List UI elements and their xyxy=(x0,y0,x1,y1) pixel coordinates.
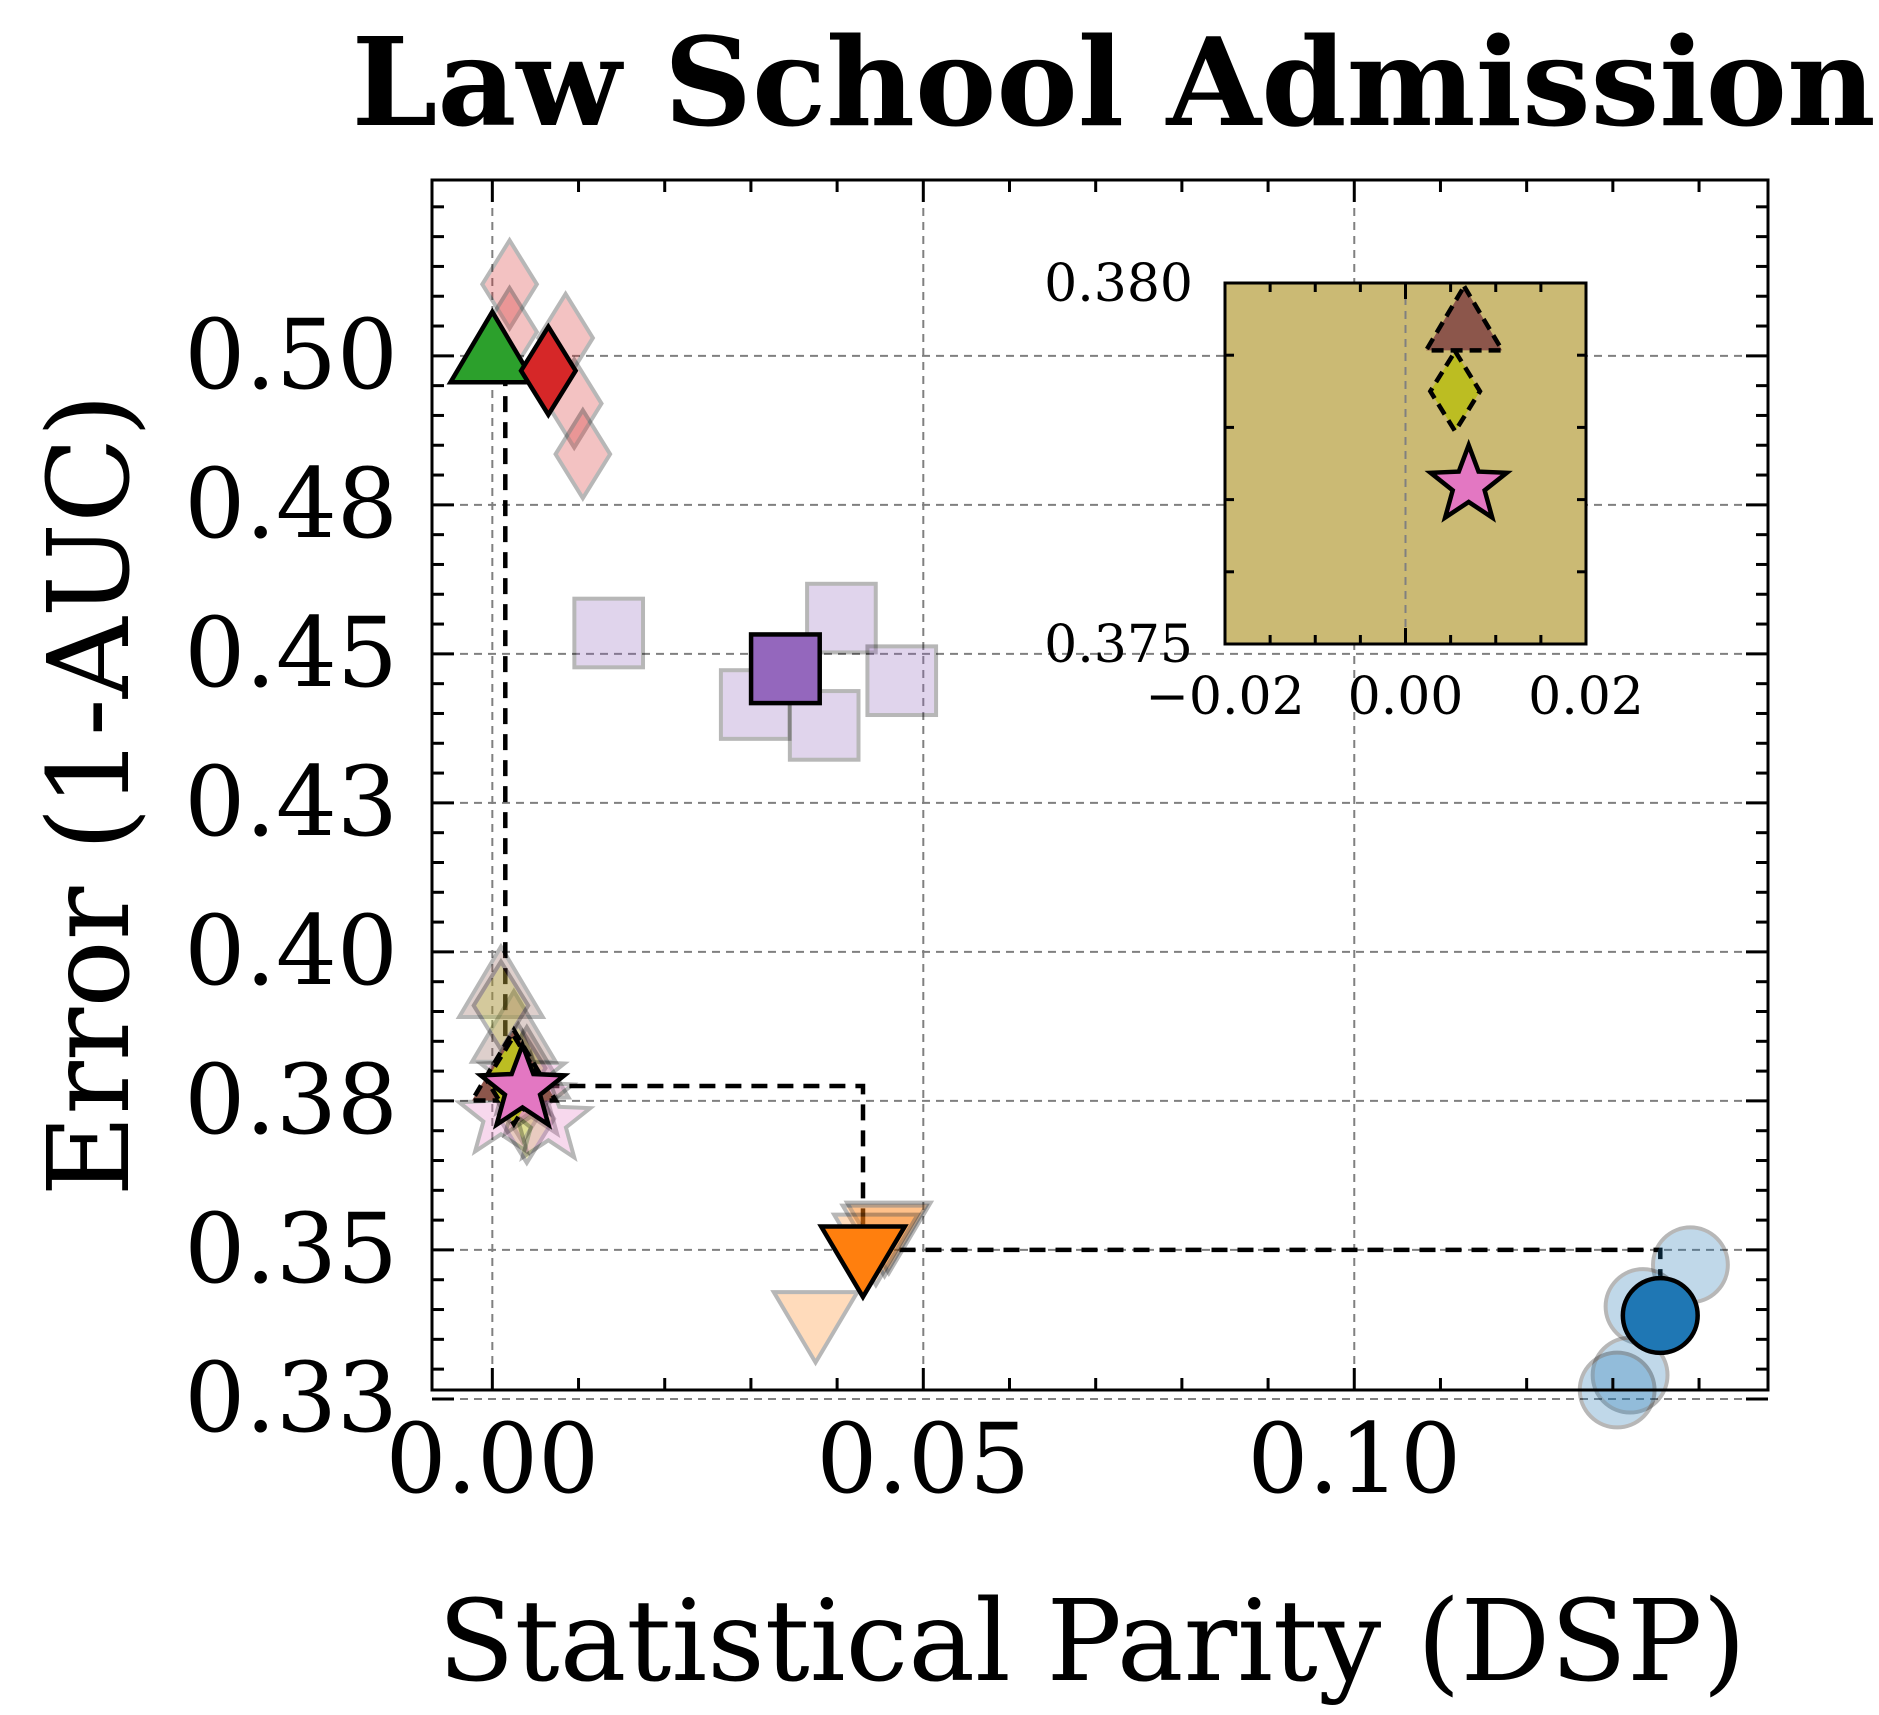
inset-y-tick-label: 0.380 xyxy=(1044,254,1193,314)
mean-marker-circle-0 xyxy=(1620,1275,1700,1356)
plot-area-frame xyxy=(430,178,1770,1392)
y-tick-label: 0.50 xyxy=(184,299,398,411)
y-tick-label: 0.43 xyxy=(184,746,398,858)
inset-background xyxy=(1225,283,1586,644)
run-marker-square-4-2 xyxy=(865,644,939,718)
inset-x-tick-label: −0.02 xyxy=(1145,667,1304,727)
y-tick-label: 0.35 xyxy=(184,1193,398,1305)
run-marker-triangle_down-1-2 xyxy=(770,1290,861,1367)
inset-markers xyxy=(1422,281,1513,523)
y-tick-label: 0.38 xyxy=(184,1044,398,1156)
inset-y-tick-label: 0.375 xyxy=(1044,615,1193,675)
y-tick-label: 0.45 xyxy=(184,597,398,709)
y-tick-label: 0.33 xyxy=(184,1342,398,1454)
pareto-front-line xyxy=(503,370,1663,1316)
mean-marker-triangle_up-2 xyxy=(446,307,539,385)
inset-x-tick-label: 0.00 xyxy=(1348,667,1464,727)
mean-marker-triangle_down-1 xyxy=(817,1224,909,1302)
chart-title: Law School Admissions xyxy=(352,10,1879,154)
run-marker-diamond-3-0 xyxy=(479,236,540,333)
y-tick-label: 0.40 xyxy=(184,895,398,1007)
axis-ticks xyxy=(432,180,1768,1401)
inset-marker-star-2 xyxy=(1424,438,1513,523)
x-tick-label: 0.05 xyxy=(816,1403,1030,1515)
axis-tick-labels: 0.00 0.05 0.10 0.33 0.35 0.38 0.40 0.43 0.45 0.48… xyxy=(184,299,1461,1515)
mean-markers xyxy=(446,307,1700,1356)
inset-zoom-plot: −0.02 0.00 0.02 0.375 0.380 xyxy=(1044,254,1644,727)
y-tick-label: 0.48 xyxy=(184,448,398,560)
run-marker-square-4-0 xyxy=(572,596,646,670)
x-tick-label: 0.10 xyxy=(1247,1403,1461,1515)
x-axis-label: Statistical Parity (DSP) xyxy=(438,1577,1746,1707)
inset-x-tick-label: 0.02 xyxy=(1528,667,1644,727)
inset-ticks xyxy=(1223,281,1588,646)
inset-marker-triangle_up-0 xyxy=(1422,281,1507,353)
inset-marker-diamond-1 xyxy=(1427,347,1483,436)
y-axis-label: Error (1-AUC) xyxy=(25,394,155,1197)
mean-marker-star-7 xyxy=(474,1038,571,1130)
inset-tick-labels: −0.02 0.00 0.02 0.375 0.380 xyxy=(1044,254,1644,727)
run-marker-triangle_up-5-0 xyxy=(455,942,547,1020)
x-tick-label: 0.00 xyxy=(385,1403,599,1515)
pareto-front xyxy=(503,370,1663,1316)
run-marker-diamond-3-4 xyxy=(553,406,613,502)
mean-marker-square-4 xyxy=(748,632,822,706)
mean-marker-diamond-3 xyxy=(518,322,579,420)
